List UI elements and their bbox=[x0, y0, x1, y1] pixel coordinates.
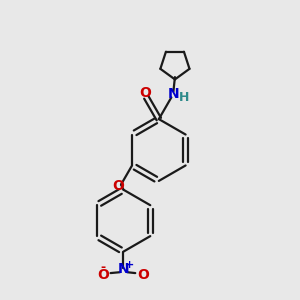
Text: -: - bbox=[100, 261, 106, 274]
Text: O: O bbox=[139, 86, 151, 100]
Text: N: N bbox=[168, 87, 179, 101]
Text: N: N bbox=[118, 262, 129, 276]
Text: +: + bbox=[125, 260, 135, 270]
Text: O: O bbox=[97, 268, 109, 282]
Text: O: O bbox=[113, 179, 124, 193]
Text: H: H bbox=[178, 91, 189, 104]
Text: O: O bbox=[137, 268, 149, 282]
